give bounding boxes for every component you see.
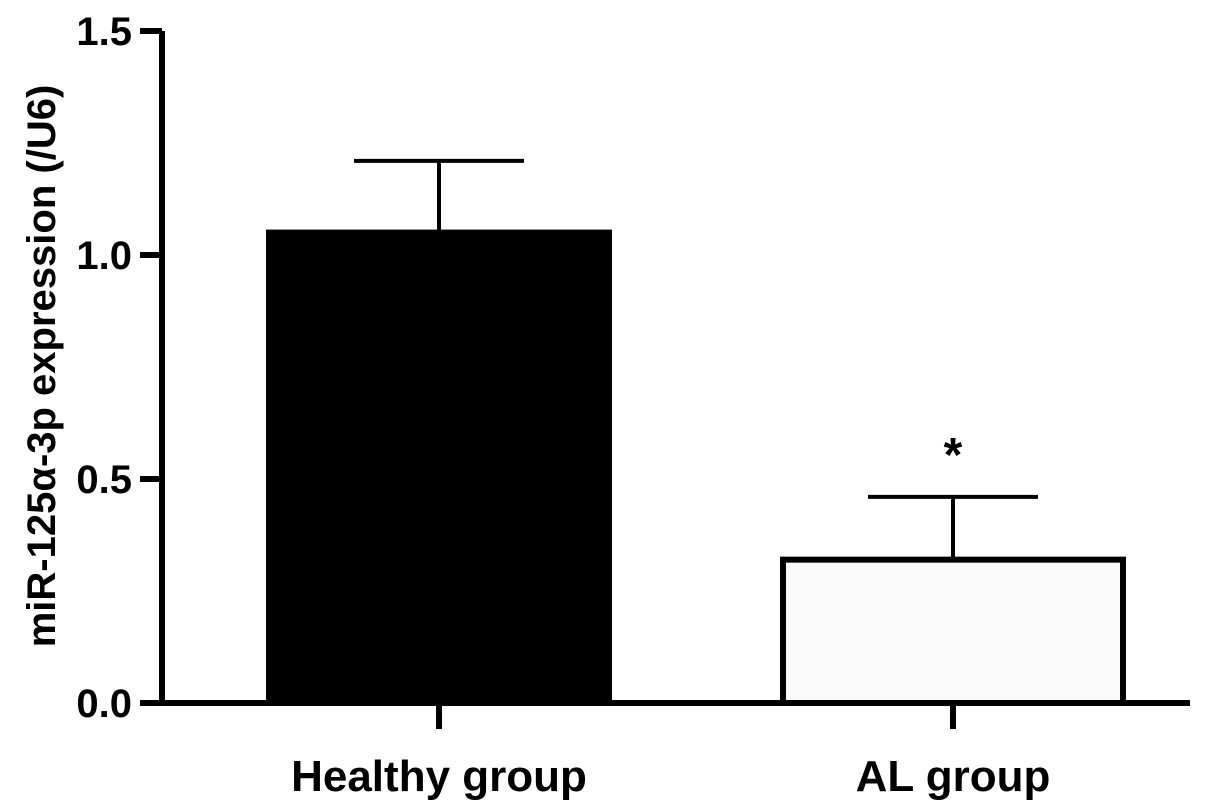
significance-marker: * [944, 429, 963, 482]
bar [780, 556, 1126, 707]
x-tick-label: AL group [856, 752, 1051, 801]
y-axis-title: miR-125α-3p expression (/U6) [20, 85, 64, 648]
y-tick-label: 0.5 [76, 458, 132, 502]
bar [266, 229, 612, 706]
y-tick-label: 1.5 [76, 10, 132, 54]
x-tick-label: Healthy group [291, 752, 587, 801]
plot-area: 0.0 0.5 1.0 1.5 Healthy group AL group * [76, 10, 1190, 801]
y-tick-label: 0.0 [76, 682, 132, 726]
y-tick-label: 1.0 [76, 234, 132, 278]
